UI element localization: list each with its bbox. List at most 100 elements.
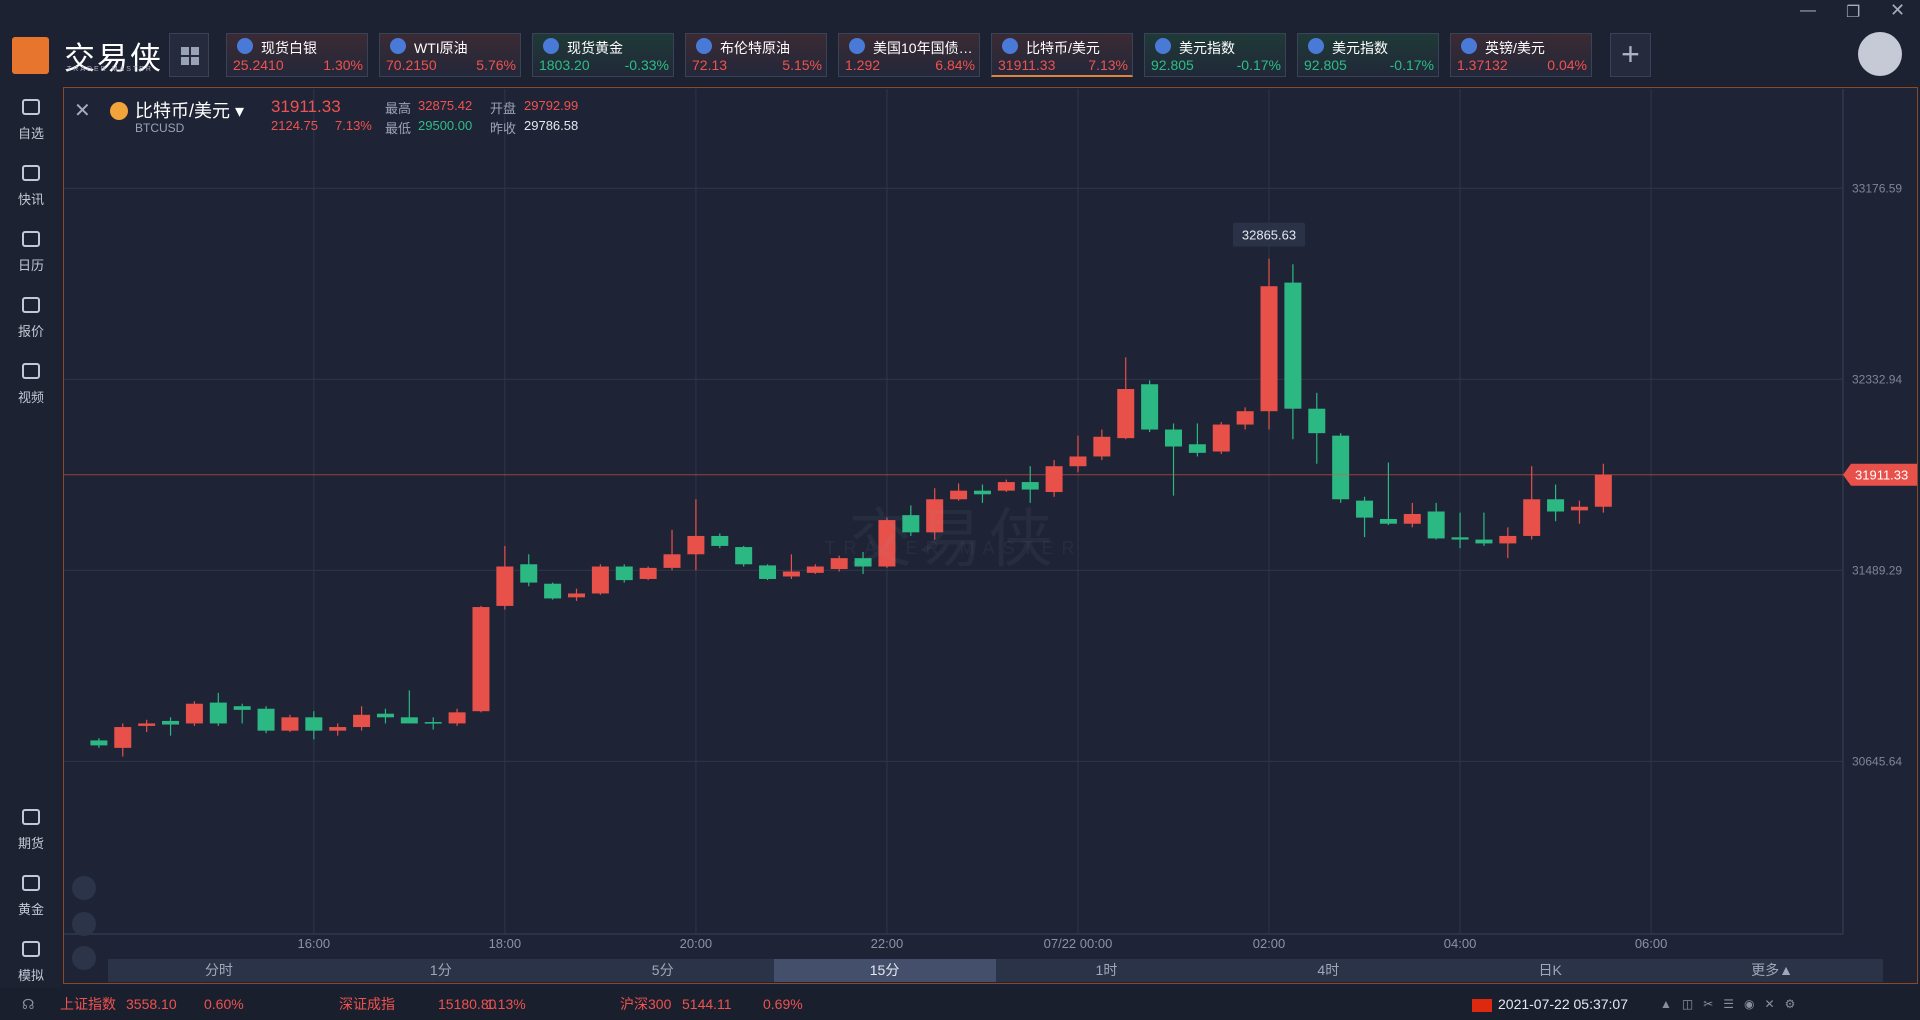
ticker-card[interactable]: 布伦特原油 72.13 5.15%: [685, 33, 827, 77]
draw-tool[interactable]: [72, 912, 96, 936]
ticker-card[interactable]: WTI原油 70.2150 5.76%: [379, 33, 521, 77]
sidebar-icon: [22, 809, 40, 825]
top-bar: 交易侠 TRADER MASTER 现货白银 25.2410 1.30% WTI原油 7…: [0, 0, 1920, 86]
sidebar-item[interactable]: 期货: [0, 809, 62, 852]
candle-body: [1403, 513, 1421, 524]
sidebar-icon: [22, 99, 40, 115]
add-ticker-button[interactable]: +: [1610, 33, 1651, 77]
sidebar-item[interactable]: 快讯: [0, 165, 62, 208]
timeframe-tab[interactable]: 1分: [429, 962, 452, 978]
status-tools[interactable]: ▲ ◫ ✂ ☰ ◉ ✕ ⚙: [1660, 997, 1796, 1011]
timeframe-tab[interactable]: 1时: [1095, 962, 1118, 978]
open-value: 29792.99: [524, 98, 579, 113]
sidebar-item[interactable]: 视频: [0, 363, 62, 406]
ticker-card[interactable]: 美元指数 92.805 -0.17%: [1144, 33, 1286, 77]
candle-body: [162, 720, 180, 725]
window-minimize[interactable]: —: [1800, 2, 1816, 19]
candle-body: [639, 567, 657, 579]
ticker-card[interactable]: 美国10年国债… 1.292 6.84%: [838, 33, 980, 77]
candle-body: [687, 535, 705, 555]
x-tick-label: 07/22 00:00: [1044, 936, 1113, 951]
ticker-card[interactable]: 现货黄金 1803.20 -0.33%: [532, 33, 674, 77]
sidebar-item[interactable]: 模拟: [0, 941, 62, 984]
ticker-price: 1.37132: [1457, 57, 1508, 73]
apps-button[interactable]: [169, 33, 209, 77]
candle-body: [520, 564, 538, 583]
ticker-card[interactable]: 美元指数 92.805 -0.17%: [1297, 33, 1439, 77]
high-value: 32875.42: [418, 98, 473, 113]
sidebar-label: 日历: [17, 258, 44, 273]
timeframe-tab[interactable]: 日K: [1538, 962, 1562, 978]
ticker-change: -0.33%: [624, 57, 669, 73]
candle-body: [496, 566, 514, 606]
high-tooltip-box: [1233, 222, 1306, 247]
timeframe-tab[interactable]: 分时: [204, 962, 233, 978]
candle-body: [1284, 282, 1302, 409]
candle-body: [997, 482, 1015, 491]
ticker-icon: [543, 38, 559, 54]
candle-body: [257, 708, 275, 731]
ticker-card[interactable]: 英镑/美元 1.37132 0.04%: [1450, 33, 1592, 77]
ticker-price: 25.2410: [233, 57, 284, 73]
ticker-name: 现货黄金: [567, 40, 623, 56]
ticker-icon: [1155, 38, 1171, 54]
window-restore[interactable]: ❐: [1846, 4, 1861, 21]
ticker-card[interactable]: 比特币/美元 31911.33 7.13%: [991, 33, 1133, 77]
ticker-change: 5.76%: [476, 57, 516, 73]
low-value: 29500.00: [418, 118, 473, 133]
candle-body: [138, 723, 156, 726]
candle-body: [878, 520, 896, 567]
logo-subtext: TRADER MASTER: [67, 66, 153, 73]
candle-body: [1212, 424, 1230, 452]
chart-panel: 30645.64 31489.29 32332.94 33176.59 16:00 18:…: [63, 87, 1918, 984]
index-name: 深证成指: [339, 996, 395, 1012]
symbol-name[interactable]: 比特币/美元 ▾: [135, 101, 245, 121]
ticker-price: 31911.33: [998, 57, 1056, 73]
candle-body: [926, 499, 944, 533]
timeframe-tab[interactable]: 4时: [1317, 962, 1340, 978]
candle-body: [424, 722, 442, 724]
candle-body: [1451, 537, 1469, 540]
prev-close-label: 昨收: [490, 121, 517, 136]
candle-body: [400, 717, 418, 724]
candle-body: [854, 558, 872, 567]
last-price-tag: [1843, 463, 1917, 486]
candle-body: [281, 717, 299, 731]
candle-body: [1356, 500, 1374, 518]
timeframe-tab[interactable]: 5分: [651, 962, 674, 978]
logo-icon: [12, 37, 49, 74]
sidebar-item[interactable]: 报价: [0, 297, 62, 340]
user-avatar[interactable]: [1858, 32, 1902, 76]
sidebar-item[interactable]: 自选: [0, 99, 62, 142]
window-close[interactable]: ✕: [1890, 0, 1906, 20]
ticker-name: 美国10年国债…: [873, 40, 973, 56]
sidebar-icon: [22, 231, 40, 247]
ticker-name: 比特币/美元: [1026, 40, 1100, 56]
close-chart-button[interactable]: ✕: [74, 100, 91, 122]
line-tool[interactable]: [72, 946, 96, 970]
timeframe-bar: 分时 1分 5分 15分 1时 4时 日K 更多▲: [108, 959, 1883, 982]
watermark-subtitle: TRADER MASTER: [824, 538, 1083, 558]
candle-body: [1260, 286, 1278, 412]
sidebar-item[interactable]: 黄金: [0, 875, 62, 918]
candle-body: [806, 566, 824, 573]
ticker-name: 现货白银: [261, 40, 317, 56]
timeframe-tab[interactable]: 15分: [773, 959, 996, 982]
x-tick-label: 04:00: [1444, 936, 1477, 951]
timeframe-tab[interactable]: 更多▲: [1751, 962, 1793, 978]
low-label: 最低: [385, 121, 412, 136]
ticker-change: -0.17%: [1236, 57, 1281, 73]
sidebar-item[interactable]: 日历: [0, 231, 62, 274]
candle-body: [376, 713, 394, 718]
candle-body: [544, 583, 562, 599]
candle-body: [114, 727, 132, 748]
y-tick-label: 31489.29: [1852, 563, 1902, 577]
support-icon[interactable]: ☊: [22, 996, 35, 1012]
indicator-tool[interactable]: [72, 876, 96, 900]
candle-body: [448, 712, 466, 724]
y-tick-label: 32332.94: [1852, 372, 1902, 386]
x-tick-label: 16:00: [298, 936, 331, 951]
candle-body: [305, 717, 323, 731]
ticker-card[interactable]: 现货白银 25.2410 1.30%: [226, 33, 368, 77]
